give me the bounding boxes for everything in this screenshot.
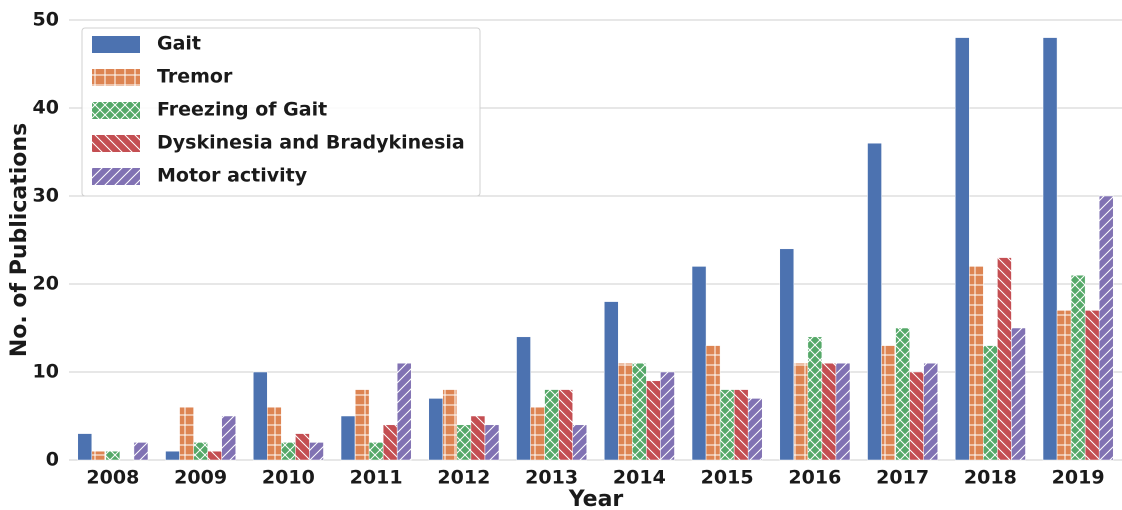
bar bbox=[354, 389, 370, 461]
bar bbox=[867, 142, 882, 461]
bar bbox=[530, 406, 545, 461]
bar bbox=[368, 442, 384, 461]
bar bbox=[955, 37, 970, 461]
bar bbox=[821, 362, 837, 461]
bar bbox=[193, 442, 208, 461]
x-tick-label: 2008 bbox=[86, 467, 139, 489]
bar bbox=[295, 433, 310, 461]
bar bbox=[733, 389, 749, 461]
y-tick-label: 30 bbox=[33, 185, 59, 207]
bar bbox=[456, 424, 472, 461]
x-tick-label: 2017 bbox=[876, 467, 929, 489]
x-tick-label: 2009 bbox=[174, 467, 227, 489]
bar bbox=[1056, 310, 1072, 461]
bar bbox=[207, 450, 222, 461]
bar bbox=[909, 371, 924, 461]
bar bbox=[923, 362, 938, 461]
y-tick-label: 20 bbox=[33, 273, 59, 295]
y-tick-label: 0 bbox=[46, 449, 59, 471]
bar bbox=[221, 415, 236, 461]
bar bbox=[895, 327, 910, 461]
x-tick-label: 2018 bbox=[964, 467, 1017, 489]
bar bbox=[1098, 195, 1114, 461]
bar bbox=[382, 424, 398, 461]
legend-swatch bbox=[92, 69, 140, 86]
bar bbox=[618, 362, 633, 461]
bar bbox=[91, 450, 107, 461]
bar bbox=[267, 406, 282, 461]
bar bbox=[165, 450, 180, 461]
legend-text: Tremor bbox=[157, 66, 233, 88]
bar bbox=[516, 336, 531, 461]
bar bbox=[997, 257, 1012, 461]
bar bbox=[983, 345, 998, 461]
bar bbox=[133, 442, 149, 461]
bar bbox=[484, 424, 500, 461]
legend-frame bbox=[81, 27, 481, 197]
bar bbox=[705, 345, 721, 461]
bar bbox=[1042, 37, 1058, 461]
legend-swatch bbox=[92, 36, 140, 53]
bar bbox=[179, 406, 194, 461]
x-tick-label: 2016 bbox=[788, 467, 841, 489]
bar bbox=[691, 266, 707, 461]
x-axis-label: Year bbox=[568, 487, 624, 510]
x-tick-label: 2019 bbox=[1052, 467, 1105, 489]
x-tick-label: 2015 bbox=[701, 467, 754, 489]
bar bbox=[1070, 274, 1086, 461]
bar bbox=[660, 371, 675, 461]
bar bbox=[646, 380, 661, 461]
bar bbox=[747, 398, 763, 461]
y-tick-label: 10 bbox=[33, 361, 59, 383]
x-tick-label: 2011 bbox=[350, 467, 403, 489]
y-tick-label: 40 bbox=[33, 97, 59, 119]
x-tick-label: 2014 bbox=[613, 467, 666, 489]
bar bbox=[544, 389, 559, 461]
legend-text: Gait bbox=[157, 33, 201, 55]
bar bbox=[604, 301, 619, 461]
bar bbox=[572, 424, 587, 461]
bar bbox=[779, 248, 795, 461]
bar bbox=[1011, 327, 1026, 461]
bar bbox=[969, 266, 984, 461]
x-tick-label: 2012 bbox=[437, 467, 490, 489]
legend-swatch bbox=[92, 102, 140, 119]
x-tick-label: 2010 bbox=[262, 467, 315, 489]
bar bbox=[558, 389, 573, 461]
bar bbox=[396, 362, 412, 461]
bar bbox=[281, 442, 296, 461]
bar bbox=[881, 345, 896, 461]
bar bbox=[1084, 310, 1100, 461]
legend-text: Motor activity bbox=[157, 165, 308, 187]
legend-text: Freezing of Gait bbox=[157, 99, 327, 121]
bar bbox=[719, 389, 735, 461]
bar bbox=[309, 442, 324, 461]
bar bbox=[253, 371, 268, 461]
legend-swatch bbox=[92, 168, 140, 185]
bar bbox=[105, 450, 121, 461]
legend: Gait Tremor Freezing of Gait Dyskinesia and… bbox=[81, 27, 481, 197]
bar bbox=[442, 389, 458, 461]
y-axis-label: No. of Publications bbox=[7, 123, 32, 357]
bar bbox=[340, 415, 356, 461]
bar bbox=[632, 362, 647, 461]
bar bbox=[77, 433, 93, 461]
legend-text: Dyskinesia and Bradykinesia bbox=[157, 132, 465, 154]
bar bbox=[835, 362, 851, 461]
bar bbox=[793, 362, 809, 461]
legend-swatch bbox=[92, 135, 140, 152]
bar bbox=[470, 415, 486, 461]
y-tick-label: 50 bbox=[33, 9, 59, 31]
bar bbox=[428, 398, 444, 461]
bar bbox=[807, 336, 823, 461]
x-tick-label: 2013 bbox=[525, 467, 578, 489]
